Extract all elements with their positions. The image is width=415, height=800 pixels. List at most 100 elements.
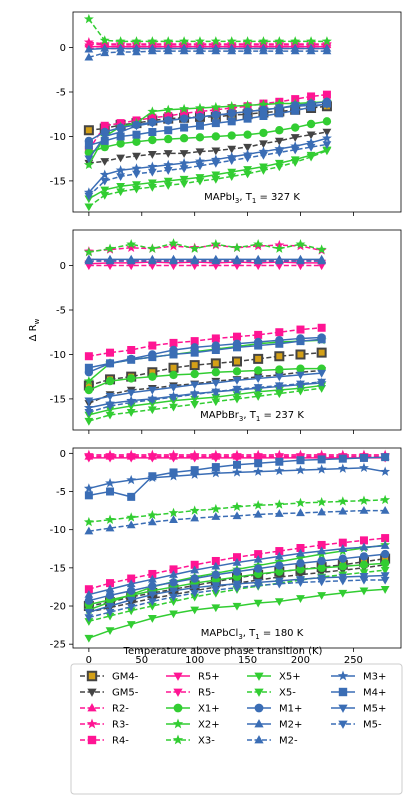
data-point [100,177,110,186]
data-point [116,173,126,182]
data-point [195,102,205,113]
data-point [211,398,221,407]
data-point [210,358,221,369]
data-point [211,132,221,141]
data-point [105,514,115,524]
data-point [84,589,94,598]
data-point [243,154,252,163]
data-point [105,584,115,593]
data-point [232,467,242,477]
series-line [88,242,322,253]
data-point [106,348,115,357]
data-point [100,186,110,195]
x-tick-label: 50 [135,655,148,666]
data-point [105,591,115,600]
x-tick-label: 150 [238,655,257,666]
data-point [275,457,284,466]
data-point [84,352,93,361]
data-point [148,128,157,136]
series-X3- [83,13,332,46]
data-point [274,163,284,172]
data-point [163,46,173,55]
data-point [274,149,284,158]
data-point [195,156,205,166]
data-point [274,256,284,265]
data-point [321,36,332,46]
series-line [88,41,327,45]
data-point [116,188,126,197]
y-tick-label: -20 [50,602,66,613]
data-point [147,509,158,520]
data-point [232,356,242,367]
data-point [243,108,252,117]
data-point [295,239,306,249]
legend-marker [254,735,264,744]
data-point [116,183,126,191]
series-line [88,101,327,166]
legend-label: R5- [198,688,215,699]
data-point [84,52,94,61]
data-point [380,494,391,505]
data-point [99,35,110,45]
data-point [306,46,316,55]
data-point [253,582,263,591]
data-point [296,548,305,557]
data-point [190,589,200,598]
data-point [290,134,300,142]
legend-marker [338,720,348,729]
data-point [190,606,200,615]
data-point [242,149,253,159]
data-point [147,574,157,583]
data-point [274,98,285,108]
data-point [254,550,263,559]
data-point [211,111,221,120]
data-point [322,128,332,137]
series-GM4- [83,347,327,391]
data-point [338,577,348,586]
data-point [359,495,369,505]
data-point [275,126,284,135]
series-line [88,102,328,147]
series-line [88,50,327,59]
series-line [88,367,322,391]
data-point [106,579,115,588]
data-point [322,46,332,55]
legend-label: R2- [112,704,129,715]
data-point [381,534,390,543]
data-point [169,338,178,347]
data-point [296,595,305,603]
data-point [147,183,157,192]
data-point [195,133,205,142]
series-line [88,387,322,422]
legend-item-R5+: R5+ [166,672,220,683]
series-line [88,143,328,197]
data-point [317,556,326,566]
legend-marker [86,718,98,729]
data-point [105,523,115,532]
legend-marker [254,672,264,681]
data-point [169,403,178,412]
legend-label: X2+ [198,720,220,731]
data-point [126,474,137,485]
data-point [190,453,200,462]
panel-middle: 0 -5 -10 -15 MAPbBr3, T1 = 237 K [50,229,402,434]
data-point [211,393,221,402]
data-point [306,153,316,162]
data-point [253,599,263,608]
data-point [226,101,237,111]
data-point [258,99,269,109]
data-point [168,238,179,248]
data-point [295,464,306,475]
data-point [106,487,115,496]
data-point [211,604,221,613]
data-point [116,139,125,148]
data-point [296,571,305,580]
data-point [126,256,136,265]
data-point [227,117,236,126]
legend-label: M3+ [363,672,386,683]
data-point [163,150,173,158]
legend-item-R4-: R4- [80,736,129,747]
data-point [232,395,242,404]
legend-marker [87,688,97,697]
data-point [211,147,221,156]
